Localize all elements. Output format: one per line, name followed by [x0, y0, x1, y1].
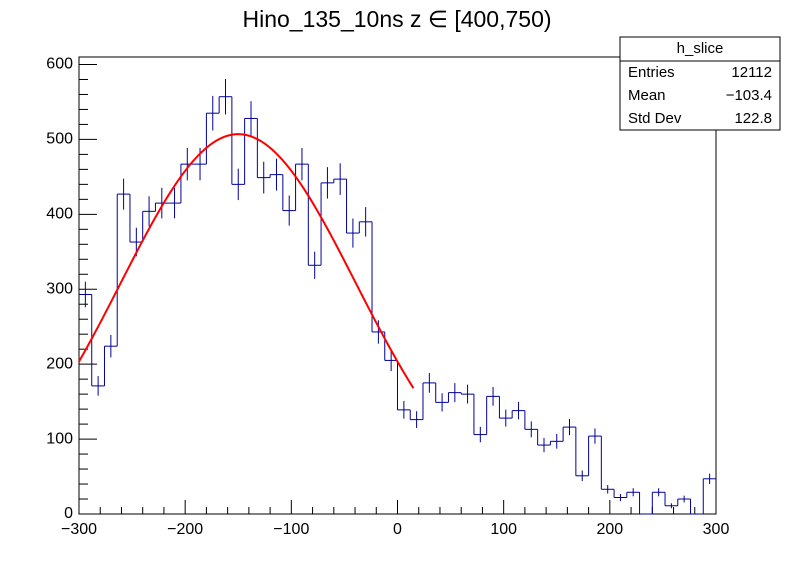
- stats-label: Mean: [628, 87, 666, 104]
- y-tick-label: 500: [46, 131, 73, 148]
- x-tick-label: 200: [596, 521, 623, 538]
- x-tick-label: −300: [61, 521, 97, 538]
- stats-box: h_slice Entries 12112 Mean −103.4 Std De…: [619, 36, 781, 131]
- y-tick-label: 200: [46, 355, 73, 372]
- stats-title: h_slice: [677, 40, 724, 57]
- y-tick-label: 0: [64, 505, 73, 522]
- x-tick-label: −100: [273, 521, 309, 538]
- y-tick-label: 400: [46, 206, 73, 223]
- y-tick-label: 600: [46, 56, 73, 73]
- stats-label: Std Dev: [628, 110, 682, 127]
- fit-curve: [78, 133, 415, 389]
- x-tick-label: 0: [393, 521, 402, 538]
- stats-label: Entries: [628, 64, 675, 81]
- stats-value: 122.8: [734, 110, 772, 127]
- chart-title: Hino_135_10ns z ∈ [400,750): [242, 6, 551, 32]
- stats-value: 12112: [731, 64, 772, 81]
- x-tick-label: 100: [490, 521, 517, 538]
- x-tick-label: 300: [703, 521, 730, 538]
- y-tick-label: 100: [46, 430, 73, 447]
- x-tick-label: −200: [167, 521, 203, 538]
- y-tick-label: 300: [46, 280, 73, 297]
- stats-value: −103.4: [726, 87, 772, 104]
- stats-frame: [619, 36, 781, 131]
